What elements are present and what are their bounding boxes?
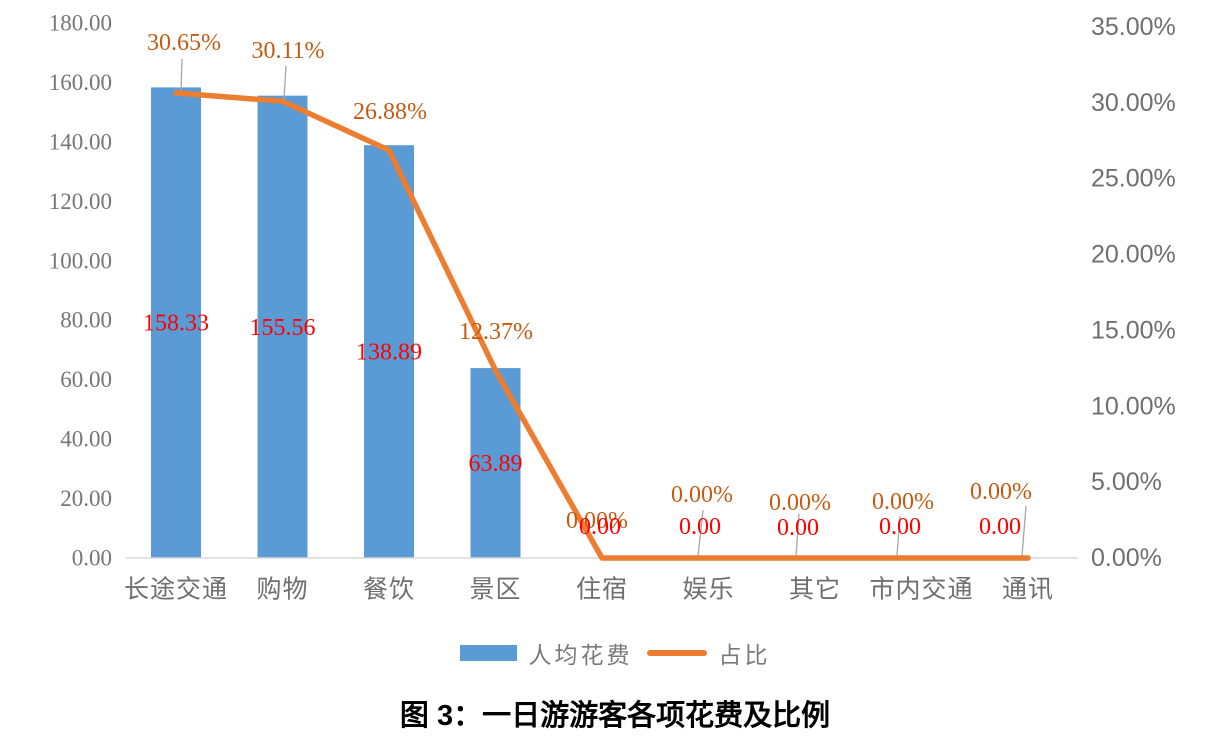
right-axis-tick-label: 25.00% xyxy=(1091,165,1176,193)
line-value-label: 0.00% xyxy=(970,479,1032,505)
left-axis-tick-label: 0.00 xyxy=(72,546,112,571)
line-value-label: 30.65% xyxy=(147,30,221,56)
left-axis-tick-label: 100.00 xyxy=(49,248,112,273)
right-axis-tick-label: 20.00% xyxy=(1091,241,1176,269)
category-label: 市内交通 xyxy=(869,576,973,604)
legend-item-line: 占比 xyxy=(646,636,771,670)
category-label: 购物 xyxy=(256,576,308,604)
line-value-label: 0.00% xyxy=(769,490,831,516)
category-label: 通讯 xyxy=(1002,577,1054,604)
legend-label-bar: 人均花费 xyxy=(528,643,633,668)
line-series-swatch xyxy=(646,650,707,656)
bar-餐饮 xyxy=(364,145,414,558)
leader-line xyxy=(283,65,287,100)
left-axis-tick-label: 20.00 xyxy=(60,486,112,511)
left-axis-tick-label: 140.00 xyxy=(49,129,112,154)
category-label: 娱乐 xyxy=(682,576,734,604)
bar-value-label: 0.00 xyxy=(879,514,921,540)
left-axis-tick-label: 40.00 xyxy=(60,427,112,452)
line-value-label: 26.88% xyxy=(353,99,427,125)
figure-caption: 图 3：一日游游客各项花费及比例 xyxy=(399,700,831,732)
category-label: 其它 xyxy=(789,576,841,604)
bar-长途交通 xyxy=(151,87,201,559)
bar-value-label: 0.00 xyxy=(579,514,621,540)
line-value-label: 0.00% xyxy=(566,508,628,534)
bar-value-label: 0.00 xyxy=(777,515,819,541)
line-value-label: 0.00% xyxy=(671,482,733,508)
combo-chart: 0.00 20.00 40.00 60.00 80.00 100.00 120.00 140.… xyxy=(49,11,1176,604)
leader-line xyxy=(180,58,183,92)
right-axis-tick-label: 0.00% xyxy=(1091,544,1162,572)
leader-line xyxy=(896,515,901,557)
legend-item-bar: 人均花费 xyxy=(459,636,633,670)
line-value-label: 12.37% xyxy=(459,319,533,345)
left-axis-tick-label: 120.00 xyxy=(49,189,112,214)
left-axis-tick-label: 80.00 xyxy=(60,308,112,333)
bar-value-label: 63.89 xyxy=(469,451,523,477)
bar-value-label: 158.33 xyxy=(143,311,209,337)
legend-label-line: 占比 xyxy=(718,643,771,668)
category-label: 长途交通 xyxy=(124,576,228,604)
bar-购物 xyxy=(257,95,308,558)
left-axis-tick-label: 180.00 xyxy=(49,11,112,36)
bar-value-label: 0.00 xyxy=(979,514,1021,540)
percentage-line xyxy=(173,90,1031,561)
bar-value-label: 155.56 xyxy=(250,315,316,341)
right-axis-tick-label: 15.00% xyxy=(1091,316,1176,344)
left-axis-tick-label: 160.00 xyxy=(49,70,112,95)
leader-line xyxy=(795,513,800,557)
right-axis-tick-label: 5.00% xyxy=(1091,468,1162,496)
right-axis-tick-label: 35.00% xyxy=(1091,13,1176,41)
leader-line xyxy=(697,509,704,557)
bar-value-label: 0.00 xyxy=(679,514,721,540)
category-label: 住宿 xyxy=(576,576,628,604)
left-axis-tick-label: 60.00 xyxy=(60,367,112,392)
bar-value-label: 138.89 xyxy=(356,340,422,366)
category-label: 餐饮 xyxy=(363,576,415,604)
leader-line xyxy=(1021,505,1027,557)
line-value-label: 0.00% xyxy=(872,489,934,515)
right-axis-tick-label: 30.00% xyxy=(1091,89,1176,117)
line-value-label: 30.11% xyxy=(251,38,324,64)
chart-legend: 人均花费 占比 xyxy=(0,636,1230,670)
bar-series-swatch xyxy=(459,645,517,661)
category-label: 景区 xyxy=(469,577,521,604)
right-axis-tick-label: 10.00% xyxy=(1091,392,1176,420)
